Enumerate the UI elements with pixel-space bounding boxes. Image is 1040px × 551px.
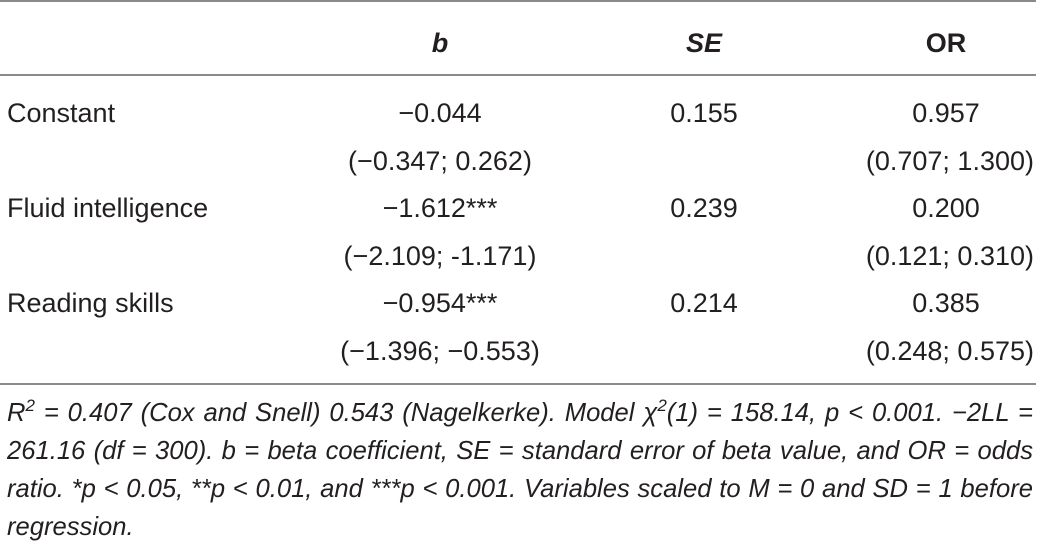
cell-or-fluid-intelligence: 0.200 [912, 193, 980, 223]
column-header-b: b [431, 28, 449, 58]
row-label-reading-skills: Reading skills [7, 288, 174, 318]
cell-b-ci-fluid-intelligence: (−2.109; -1.171) [343, 241, 537, 271]
cell-se-constant: 0.155 [670, 98, 738, 128]
header-rule [0, 74, 1036, 76]
footnote-chi-exponent: 2 [657, 396, 667, 415]
cell-b-reading-skills: −0.954*** [382, 288, 498, 318]
cell-b-fluid-intelligence: −1.612*** [382, 193, 498, 223]
cell-b-constant: −0.044 [398, 98, 482, 128]
row-label-fluid-intelligence: Fluid intelligence [7, 193, 209, 223]
cell-or-ci-constant: (0.707; 1.300) [865, 146, 1034, 176]
cell-or-constant: 0.957 [912, 98, 980, 128]
cell-or-ci-reading-skills: (0.248; 0.575) [865, 336, 1034, 366]
table-top-rule [0, 0, 1036, 2]
cell-se-fluid-intelligence: 0.239 [670, 193, 738, 223]
footnote-r-symbol: R [7, 399, 26, 427]
column-header-se: SE [685, 28, 723, 58]
footnote-text-part1: = 0.407 (Cox and Snell) 0.543 (Nagelkerk… [34, 399, 658, 427]
column-header-or: OR [925, 28, 967, 58]
cell-or-ci-fluid-intelligence: (0.121; 0.310) [865, 241, 1034, 271]
cell-b-ci-reading-skills: (−1.396; −0.553) [340, 336, 540, 366]
cell-or-reading-skills: 0.385 [912, 288, 980, 318]
footnote-text-part2: (1) = 158.14, p < 0.001. −2LL = 261.16 (… [7, 399, 1033, 541]
row-label-constant: Constant [7, 98, 116, 128]
table-footnote: R2 = 0.407 (Cox and Snell) 0.543 (Nagelk… [7, 394, 1033, 546]
cell-b-ci-constant: (−0.347; 0.262) [348, 146, 532, 176]
cell-se-reading-skills: 0.214 [670, 288, 738, 318]
footnote-r-exponent: 2 [25, 396, 35, 415]
table-bottom-rule [0, 383, 1036, 385]
